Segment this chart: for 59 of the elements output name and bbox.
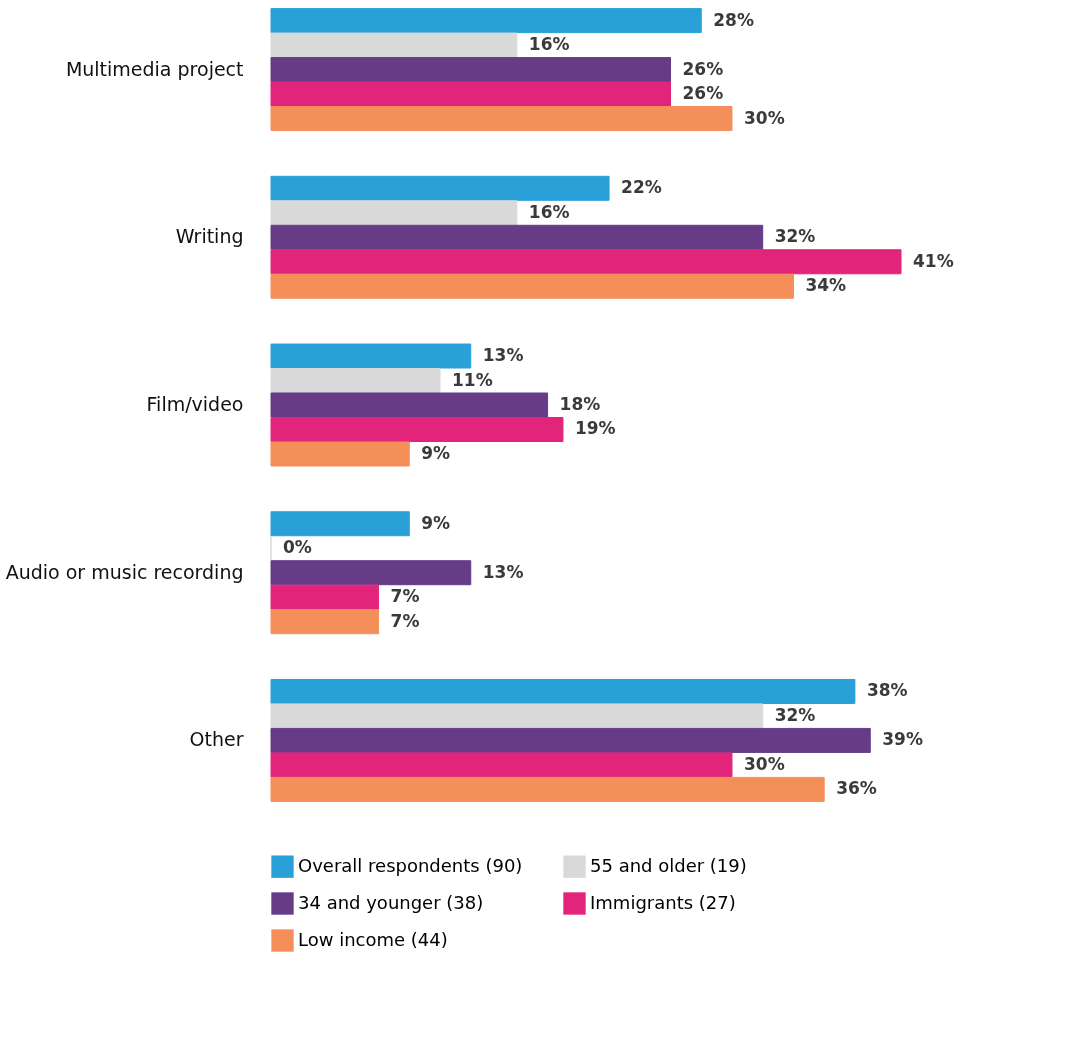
bar	[270, 249, 902, 275]
bar	[270, 560, 472, 586]
bar	[270, 776, 825, 802]
legend-label: 55 and older (19)	[590, 854, 747, 876]
y-tick-label: Other	[189, 728, 244, 751]
bar	[270, 8, 702, 34]
data-label: 9%	[421, 512, 451, 533]
data-label: 16%	[528, 201, 570, 222]
data-label: 28%	[713, 9, 754, 30]
data-label: 39%	[882, 729, 923, 750]
bar	[270, 273, 794, 299]
data-label: 7%	[390, 586, 420, 607]
data-label: 26%	[682, 83, 724, 104]
data-label: 32%	[774, 226, 816, 247]
legend-label: 34 and younger (38)	[298, 891, 484, 913]
legend-label: Immigrants (27)	[590, 891, 736, 913]
legend-label: Low income (44)	[298, 928, 448, 950]
bar	[270, 511, 410, 537]
bar	[270, 343, 472, 369]
data-label: 0%	[283, 537, 312, 558]
y-tick-label: Writing	[175, 225, 244, 248]
bar	[270, 752, 733, 778]
data-label: 13%	[482, 345, 524, 366]
bar	[270, 584, 380, 610]
data-label: 26%	[682, 58, 724, 79]
bar	[270, 106, 733, 132]
legend-label: Overall respondents (90)	[298, 854, 523, 876]
bar	[270, 392, 549, 418]
data-label: 13%	[482, 561, 524, 582]
bar	[270, 441, 410, 467]
bar	[270, 224, 764, 250]
data-label: 30%	[743, 107, 785, 128]
bar	[270, 609, 380, 635]
data-label: 41%	[913, 250, 954, 271]
data-label: 16%	[528, 34, 570, 55]
bar	[270, 368, 441, 394]
data-label: 36%	[836, 778, 877, 799]
data-label: 18%	[559, 394, 601, 414]
bar	[270, 200, 518, 226]
data-label: 38%	[866, 680, 908, 701]
data-label: 32%	[774, 704, 816, 725]
data-label: 7%	[390, 610, 420, 631]
data-label: 34%	[805, 275, 847, 296]
data-label: 9%	[421, 442, 451, 463]
bar	[270, 81, 672, 107]
y-tick-label: Film/video	[146, 393, 244, 415]
bar	[270, 57, 672, 83]
data-label: 30%	[743, 753, 785, 774]
bar	[270, 32, 518, 58]
bar	[270, 703, 764, 729]
data-label: 19%	[574, 418, 616, 439]
bar	[270, 416, 564, 442]
data-label: 22%	[621, 177, 662, 198]
data-label: 11%	[452, 369, 493, 390]
bar	[270, 678, 856, 704]
bar	[270, 175, 610, 201]
y-tick-label: Audio or music recording	[5, 560, 244, 583]
y-tick-label: Multimedia project	[65, 57, 244, 80]
bar	[270, 727, 871, 753]
